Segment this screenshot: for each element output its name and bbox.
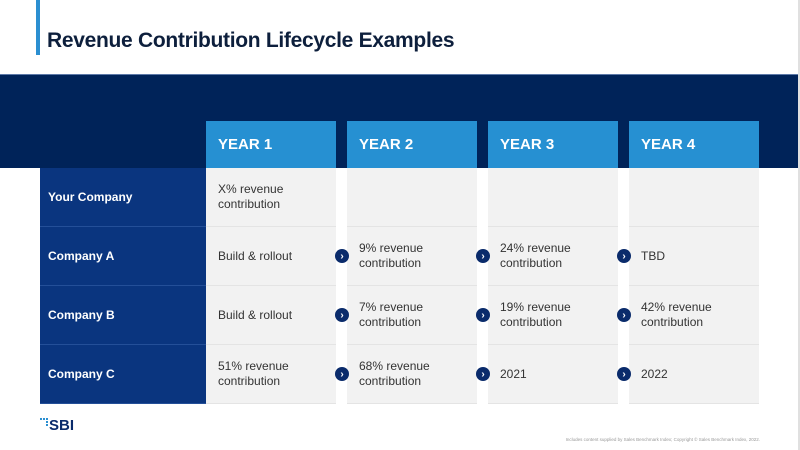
column-header-year-2: YEAR 2: [347, 121, 477, 168]
row-label: Company A: [40, 227, 212, 286]
row-label: Company B: [40, 286, 212, 345]
cell-text: Build & rollout: [218, 248, 293, 263]
column-header-year-3: YEAR 3: [488, 121, 618, 168]
table-cell: 9% revenue contribution: [347, 227, 477, 286]
chevron-right-icon: ›: [476, 308, 490, 322]
table-cell: 24% revenue contribution: [488, 227, 618, 286]
chevron-right-icon: ›: [335, 249, 349, 263]
cell-text: 24% revenue contribution: [500, 241, 571, 270]
table-cell: [629, 168, 759, 227]
cell-text: 19% revenue contribution: [500, 300, 571, 329]
table-cell: Build & rollout: [206, 286, 336, 345]
chevron-right-icon: ›: [335, 308, 349, 322]
page-title: Revenue Contribution Lifecycle Examples: [47, 29, 455, 52]
table-cell: [347, 168, 477, 227]
table-cell: 2022: [629, 345, 759, 404]
table-cell: X% revenue contribution: [206, 168, 336, 227]
table-cell: 42% revenue contribution: [629, 286, 759, 345]
column-header-year-4: YEAR 4: [629, 121, 759, 168]
chevron-right-icon: ›: [476, 367, 490, 381]
cell-text: TBD: [641, 248, 665, 263]
table-cell: 19% revenue contribution: [488, 286, 618, 345]
table-cell: Build & rollout: [206, 227, 336, 286]
table-cell: 68% revenue contribution: [347, 345, 477, 404]
cell-text: 7% revenue contribution: [359, 300, 424, 329]
cell-text: 2022: [641, 366, 668, 381]
chevron-right-icon: ›: [335, 367, 349, 381]
row-label: Your Company: [40, 168, 212, 227]
cell-text: 2021: [500, 366, 527, 381]
cell-text: Build & rollout: [218, 307, 293, 322]
row-label: Company C: [40, 345, 212, 404]
sbi-logo: SBI: [49, 417, 75, 434]
column-header-year-1: YEAR 1: [206, 121, 336, 168]
table-cell: 51% revenue contribution: [206, 345, 336, 404]
title-accent-bar: [36, 0, 40, 55]
cell-text: 51% revenue contribution: [218, 359, 289, 388]
table-cell: 7% revenue contribution: [347, 286, 477, 345]
chevron-right-icon: ›: [617, 367, 631, 381]
footer-copyright: Includes content supplied by Sales Bench…: [565, 437, 760, 442]
cell-text: 42% revenue contribution: [641, 300, 712, 329]
table-cell: 2021: [488, 345, 618, 404]
chevron-right-icon: ›: [476, 249, 490, 263]
table-cell: [488, 168, 618, 227]
table-cell: TBD: [629, 227, 759, 286]
chevron-right-icon: ›: [617, 308, 631, 322]
logo-dots-icon: [40, 418, 50, 428]
cell-text: X% revenue contribution: [218, 182, 284, 211]
cell-text: 68% revenue contribution: [359, 359, 430, 388]
cell-text: 9% revenue contribution: [359, 241, 424, 270]
chevron-right-icon: ›: [617, 249, 631, 263]
page-edge: [798, 0, 800, 450]
